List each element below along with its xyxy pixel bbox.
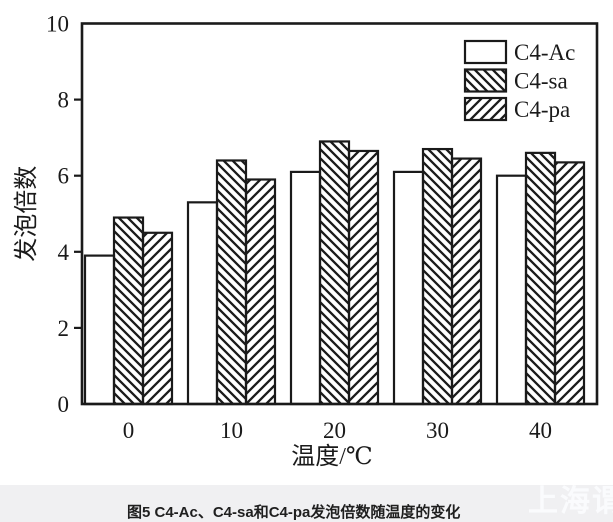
bar-chart: 0 10 20 30 40 0 2 4 6 8 10 温度/℃ 发泡倍数 C4-Ac C4-sa C4-pa	[13, 12, 599, 470]
y-tick-label: 8	[58, 88, 70, 113]
y-tick-label: 6	[58, 164, 70, 189]
x-tick-label: 10	[220, 418, 243, 443]
bar-C4-sa-0	[112, 216, 145, 406]
legend-label-C4-pa: C4-pa	[514, 97, 570, 122]
bar-C4-Ac-0	[83, 254, 116, 406]
y-tick-label: 4	[58, 240, 70, 265]
legend-swatch-C4-Ac	[463, 39, 508, 65]
bar-C4-Ac-20	[289, 170, 322, 406]
bar-C4-Ac-30	[392, 170, 425, 406]
x-tick-label: 0	[123, 418, 135, 443]
legend-label-C4-Ac: C4-Ac	[514, 40, 575, 65]
bar-C4-Ac-40	[495, 174, 528, 406]
x-tick-label: 40	[529, 418, 552, 443]
bar-chart-svg: 0 10 20 30 40 0 2 4 6 8 10 温度/℃ 发泡倍数 C4-Ac C4-sa C4-pa	[13, 12, 599, 470]
x-tick-label: 20	[323, 418, 346, 443]
y-tick-label: 2	[58, 316, 70, 341]
bar-C4-pa-0	[141, 231, 174, 406]
x-axis-title: 温度/℃	[291, 443, 373, 470]
legend-swatch-C4-sa	[463, 68, 508, 93]
bar-C4-sa-20	[318, 140, 351, 406]
x-tick-label: 30	[426, 418, 449, 443]
bar-C4-pa-30	[450, 157, 483, 406]
bar-C4-pa-10	[244, 178, 277, 406]
bar-C4-sa-30	[421, 147, 454, 406]
legend-swatch-C4-pa	[463, 96, 508, 122]
y-axis-title: 发泡倍数	[13, 166, 40, 262]
caption-strip: 上海谓表 图5 C4-Ac、C4-sa和C4-pa发泡倍数随温度的变化	[0, 485, 613, 522]
y-tick-label: 0	[58, 392, 70, 417]
bar-C4-pa-20	[347, 149, 380, 406]
plot-border	[80, 22, 599, 406]
bar-C4-Ac-10	[186, 201, 219, 406]
y-tick-label: 10	[46, 12, 69, 37]
bar-C4-pa-40	[553, 161, 586, 406]
figure-caption: 图5 C4-Ac、C4-sa和C4-pa发泡倍数随温度的变化	[127, 504, 461, 521]
legend-label-C4-sa: C4-sa	[514, 69, 568, 94]
watermark: 上海谓表	[528, 485, 613, 518]
bar-C4-sa-10	[215, 159, 248, 406]
bar-C4-sa-40	[524, 151, 557, 406]
